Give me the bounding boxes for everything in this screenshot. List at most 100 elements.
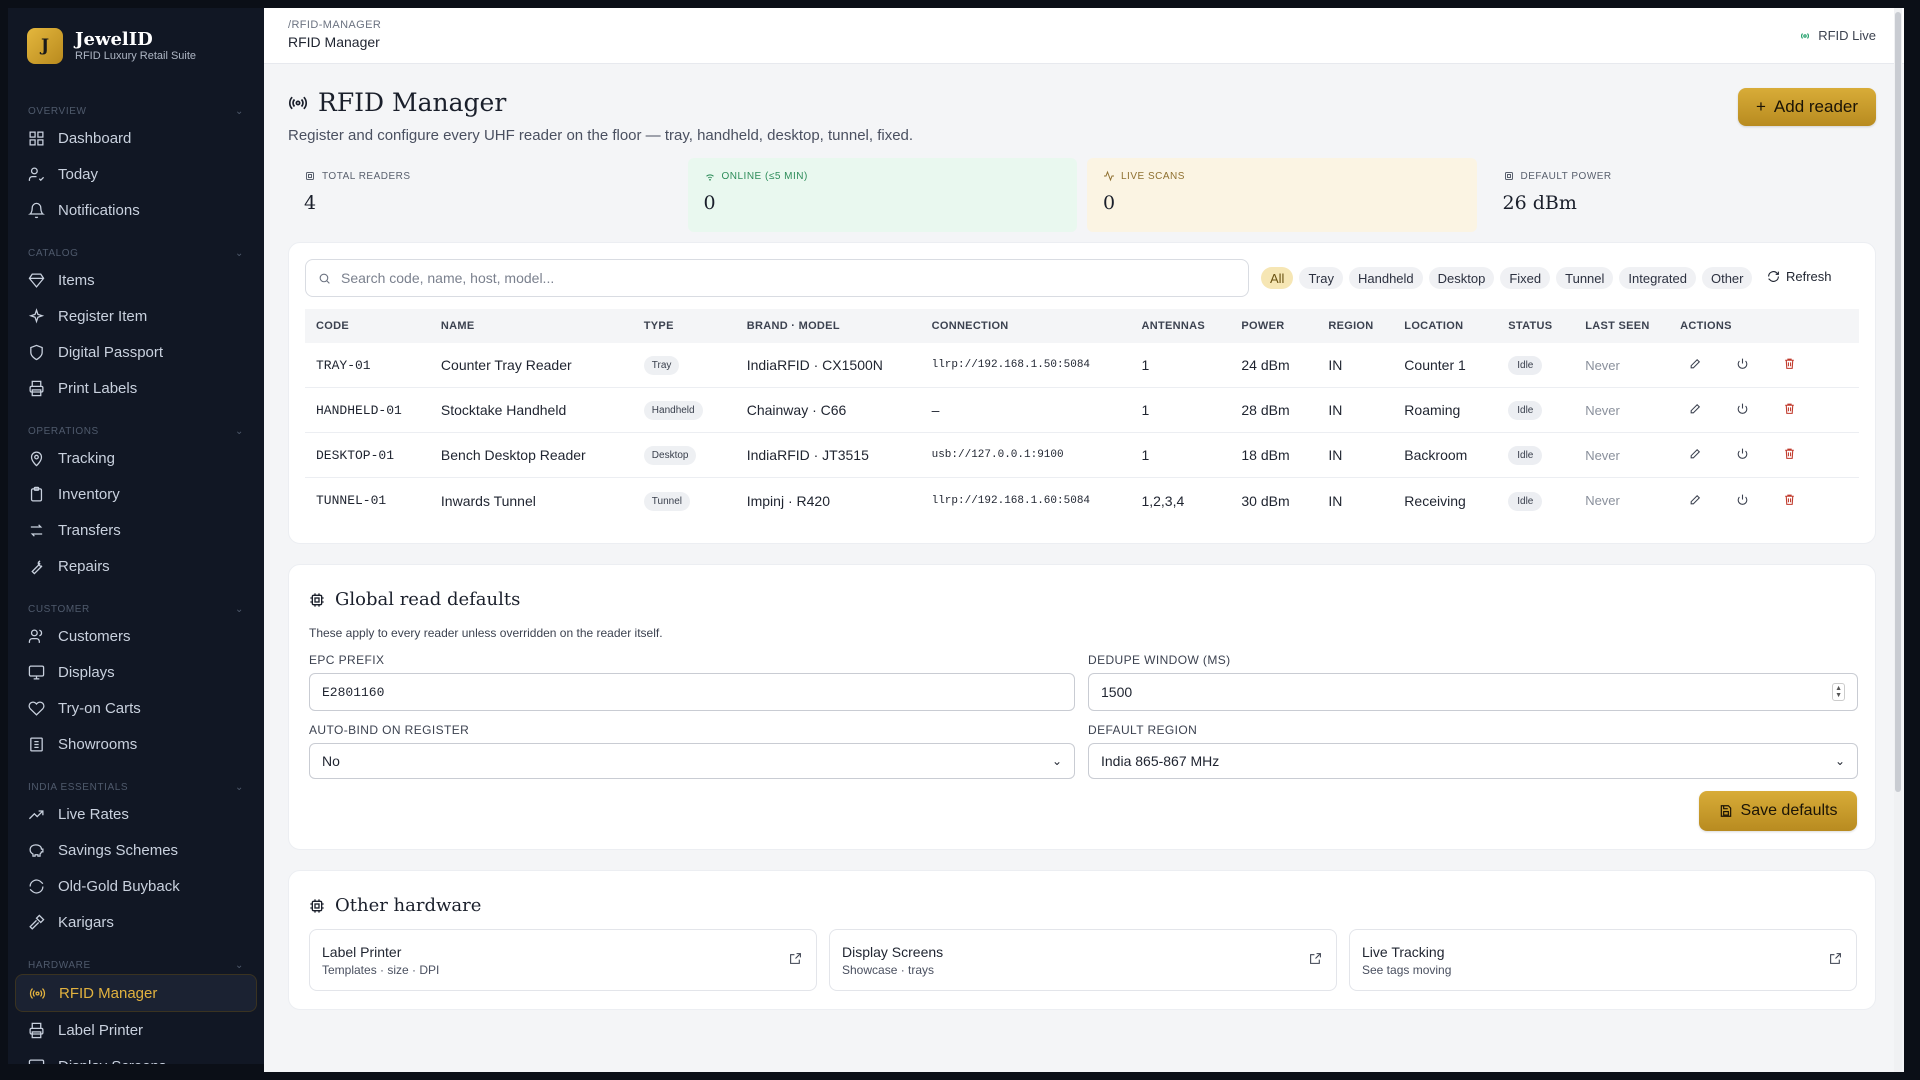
sidebar-item-repairs[interactable]: Repairs [8,548,264,584]
sidebar-item-displays[interactable]: Displays [8,654,264,690]
page-header: RFID Manager Register and configure ever… [288,88,913,144]
section-customer[interactable]: CUSTOMER ⌄ [8,600,264,618]
edit-icon[interactable] [1689,493,1702,509]
sidebar-item-print-labels[interactable]: Print Labels [8,370,264,406]
defaults-hint: These apply to every reader unless overr… [309,626,663,640]
sidebar-item-notifications[interactable]: Notifications [8,192,264,228]
column-header[interactable]: BRAND · MODEL [746,320,840,332]
section-catalog[interactable]: CATALOG ⌄ [8,244,264,262]
sidebar-item-label: Repairs [58,557,110,575]
sidebar-item-try-on-carts[interactable]: Try-on Carts [8,690,264,726]
default-region-select[interactable]: India 865-867 MHz ⌄ [1088,743,1858,779]
column-header[interactable]: STATUS [1508,320,1553,332]
section-hardware[interactable]: HARDWARE ⌄ [8,956,264,974]
table-row[interactable]: HANDHELD-01 Stocktake Handheld Handheld … [305,388,1859,433]
scrollbar[interactable] [1894,8,1902,1072]
edit-icon[interactable] [1689,357,1702,373]
power-icon[interactable] [1736,447,1749,463]
reader-connection: – [931,402,940,418]
reader-code: TRAY-01 [316,357,371,373]
trash-icon[interactable] [1783,357,1796,373]
brand[interactable]: J JewelID RFID Luxury Retail Suite [8,8,264,86]
sidebar-item-label-printer[interactable]: Label Printer [8,1012,264,1048]
column-header[interactable]: CODE [316,320,349,332]
power-icon[interactable] [1736,493,1749,509]
section-overview[interactable]: OVERVIEW ⌄ [8,102,264,120]
sidebar-item-live-rates[interactable]: Live Rates [8,796,264,832]
add-reader-button[interactable]: + Add reader [1738,88,1876,126]
sidebar-item-old-gold-buyback[interactable]: Old-Gold Buyback [8,868,264,904]
filter-chip-all[interactable]: All [1261,267,1294,289]
edit-icon[interactable] [1689,447,1702,463]
search-input[interactable] [341,270,1221,286]
sidebar-item-label: Savings Schemes [58,841,179,859]
auto-bind-select[interactable]: No ⌄ [309,743,1075,779]
search-icon [319,273,330,284]
sidebar-item-label: Customers [58,627,131,645]
sidebar-item-today[interactable]: Today [8,156,264,192]
hardware-link-live-tracking[interactable]: Live Tracking See tags moving [1349,929,1857,991]
refresh-icon [1768,271,1779,282]
table-row[interactable]: TRAY-01 Counter Tray Reader Tray IndiaRF… [305,343,1859,388]
sidebar-item-items[interactable]: Items [8,262,264,298]
defaults-title: Global read defaults [309,589,520,610]
filter-chip-integrated[interactable]: Integrated [1619,267,1696,289]
topbar: /RFID-MANAGER RFID Manager RFID Live [264,8,1904,64]
save-defaults-button[interactable]: Save defaults [1699,791,1857,831]
sidebar-item-showrooms[interactable]: Showrooms [8,726,264,762]
trash-icon[interactable] [1783,402,1796,418]
refresh-icon [27,877,45,895]
hardware-link-display-screens[interactable]: Display Screens Showcase · trays [829,929,1337,991]
reader-last-seen: Never [1585,447,1620,463]
table-row[interactable]: DESKTOP-01 Bench Desktop Reader Desktop … [305,433,1859,478]
search-box[interactable] [305,259,1249,297]
section-operations[interactable]: OPERATIONS ⌄ [8,422,264,440]
filter-chip-other[interactable]: Other [1701,267,1753,289]
stat-label: ONLINE (≤5 MIN) [721,170,808,182]
column-header[interactable]: LAST SEEN [1585,320,1650,332]
column-header[interactable]: ANTENNAS [1141,320,1205,332]
number-stepper-icon[interactable]: ▲ ▼ [1832,683,1845,701]
sidebar-item-digital-passport[interactable]: Digital Passport [8,334,264,370]
column-header[interactable]: NAME [440,320,475,332]
sidebar-item-customers[interactable]: Customers [8,618,264,654]
sidebar-item-savings-schemes[interactable]: Savings Schemes [8,832,264,868]
stat-label: LIVE SCANS [1121,170,1185,182]
trash-icon[interactable] [1783,493,1796,509]
sidebar-item-rfid-manager[interactable]: RFID Manager [15,974,257,1012]
sidebar-item-label: Today [58,165,99,183]
table-row[interactable]: TUNNEL-01 Inwards Tunnel Tunnel Impinj ·… [305,478,1859,523]
filter-chip-desktop[interactable]: Desktop [1428,267,1495,289]
column-header[interactable]: LOCATION [1404,320,1464,332]
reader-power: 28 dBm [1241,402,1290,418]
filter-chip-fixed[interactable]: Fixed [1500,267,1551,289]
sidebar-item-register-item[interactable]: Register Item [8,298,264,334]
power-icon[interactable] [1736,357,1749,373]
column-header[interactable]: TYPE [643,320,674,332]
filter-chip-tray[interactable]: Tray [1299,267,1343,289]
breadcrumb[interactable]: /RFID-MANAGER [288,19,382,31]
dedupe-window-field[interactable]: 1500 ▲ ▼ [1088,673,1858,711]
section-india-essentials[interactable]: INDIA ESSENTIALS ⌄ [8,778,264,796]
column-header[interactable]: REGION [1328,320,1374,332]
chevron-down-icon: ⌄ [235,247,244,259]
sidebar-item-karigars[interactable]: Karigars [8,904,264,940]
sidebar-item-dashboard[interactable]: Dashboard [8,120,264,156]
filter-chip-tunnel[interactable]: Tunnel [1556,267,1614,289]
sidebar-item-transfers[interactable]: Transfers [8,512,264,548]
sidebar-item-label: RFID Manager [59,984,158,1002]
refresh-button[interactable]: Refresh [1767,269,1832,284]
hardware-link-label-printer[interactable]: Label Printer Templates · size · DPI [309,929,817,991]
power-icon[interactable] [1736,402,1749,418]
sidebar-item-inventory[interactable]: Inventory [8,476,264,512]
edit-icon[interactable] [1689,402,1702,418]
default-region-value: India 865-867 MHz [1101,753,1220,769]
scrollbar-thumb[interactable] [1895,12,1901,792]
filter-chip-handheld[interactable]: Handheld [1348,267,1423,289]
rfid-live-indicator[interactable]: RFID Live [1798,28,1876,43]
column-header[interactable]: POWER [1241,320,1285,332]
epc-prefix-field[interactable]: E2801160 [309,673,1075,711]
sidebar-item-tracking[interactable]: Tracking [8,440,264,476]
column-header[interactable]: CONNECTION [931,320,1009,332]
trash-icon[interactable] [1783,447,1796,463]
